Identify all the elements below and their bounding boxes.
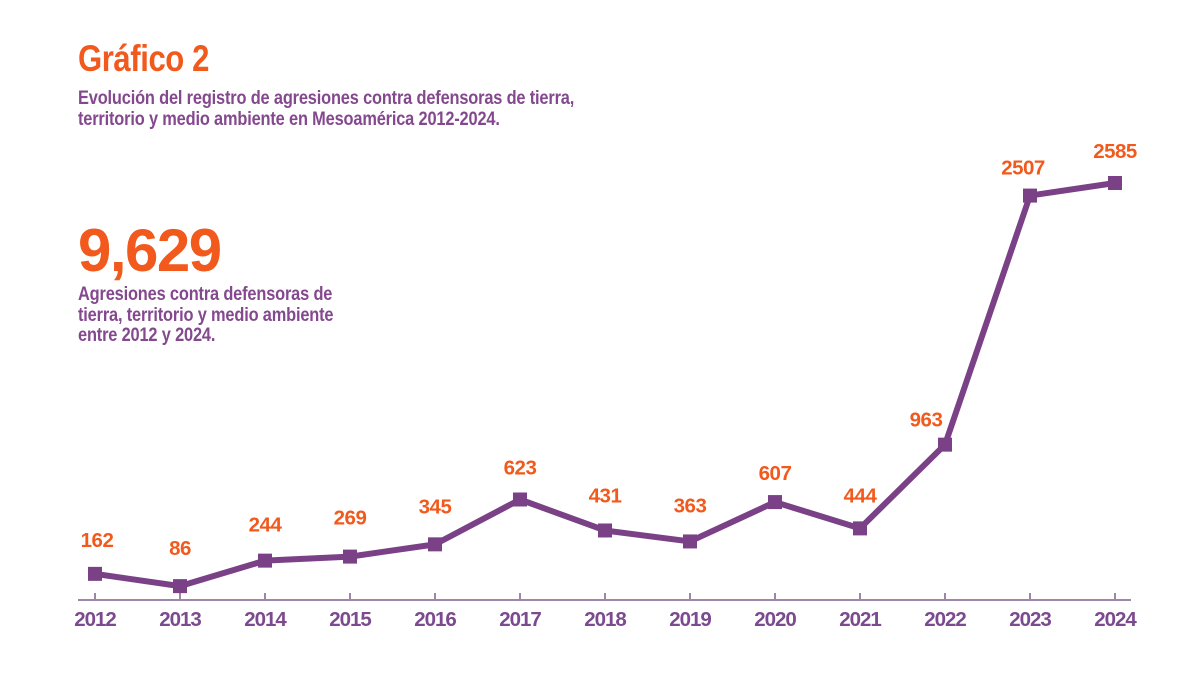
chart-subtitle: Evolución del registro de agresiones con… xyxy=(78,87,575,130)
data-point-marker xyxy=(513,492,527,507)
data-point-label: 2507 xyxy=(1001,157,1045,180)
x-axis-tick-label: 2013 xyxy=(159,608,201,631)
data-point-label: 162 xyxy=(81,529,114,552)
x-axis-tick-label: 2014 xyxy=(244,608,287,631)
data-point-label: 345 xyxy=(419,495,452,518)
data-point-marker xyxy=(428,537,442,552)
x-axis-tick-label: 2016 xyxy=(414,608,456,631)
x-axis-tick-label: 2018 xyxy=(584,608,626,631)
data-point-label: 86 xyxy=(169,537,191,560)
data-point-marker xyxy=(173,579,187,594)
x-axis-tick-label: 2015 xyxy=(329,608,371,631)
data-point-label: 444 xyxy=(844,484,878,507)
data-point-marker xyxy=(853,521,867,536)
data-point-marker xyxy=(598,523,612,538)
data-point-marker xyxy=(258,553,272,568)
page-title: Gráfico 2 xyxy=(78,38,209,79)
data-point-marker xyxy=(683,534,697,549)
x-axis-tick-label: 2024 xyxy=(1094,608,1137,631)
data-point-label: 363 xyxy=(674,494,707,517)
data-point-marker xyxy=(938,437,952,452)
data-point-label: 963 xyxy=(910,409,943,432)
x-axis-tick-label: 2021 xyxy=(839,608,881,631)
x-axis-tick-label: 2012 xyxy=(74,608,116,631)
data-point-label: 244 xyxy=(249,514,283,537)
x-axis-tick-label: 2017 xyxy=(499,608,541,631)
x-axis-tick-label: 2020 xyxy=(754,608,796,631)
total-stat-description: Agresiones contra defensoras de tierra, … xyxy=(78,283,334,346)
data-point-label: 2585 xyxy=(1093,140,1137,163)
chart-header: Gráfico 2 Evolución del registro de agre… xyxy=(78,40,669,129)
x-axis-tick-label: 2023 xyxy=(1009,608,1051,631)
total-stat-block: 9,629 Agresiones contra defensoras de ti… xyxy=(78,221,382,346)
x-axis-tick-label: 2022 xyxy=(924,608,966,631)
data-point-label: 623 xyxy=(504,457,537,480)
data-point-label: 269 xyxy=(334,507,367,530)
x-axis-tick-label: 2019 xyxy=(669,608,711,631)
data-point-marker xyxy=(1108,176,1122,190)
total-stat-value: 9,629 xyxy=(78,217,222,284)
data-point-marker xyxy=(768,495,782,510)
data-point-marker xyxy=(88,566,102,581)
data-point-marker xyxy=(1023,188,1037,203)
data-point-label: 431 xyxy=(589,484,622,507)
data-point-label: 607 xyxy=(759,462,792,485)
data-point-marker xyxy=(343,549,357,564)
